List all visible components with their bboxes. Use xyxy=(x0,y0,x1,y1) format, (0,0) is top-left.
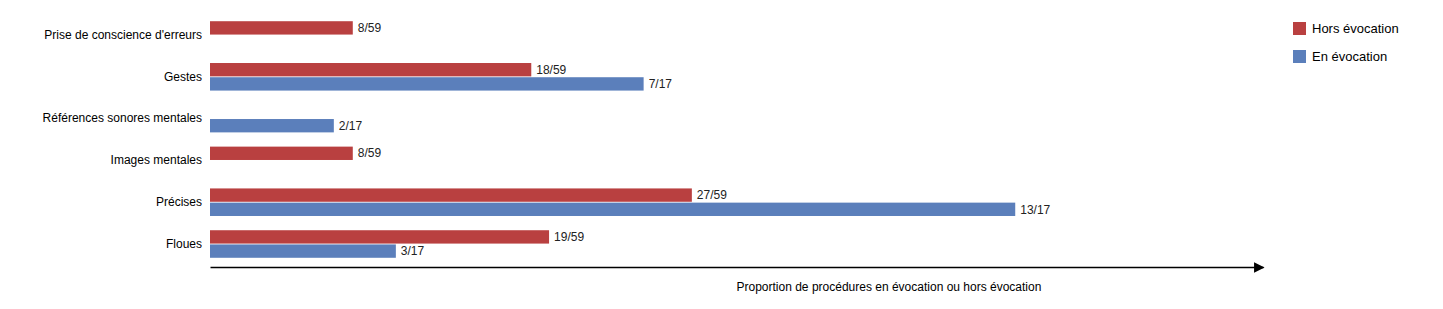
bar xyxy=(210,230,549,243)
y-tick: Images mentales xyxy=(111,153,210,167)
y-tick: Floues xyxy=(166,237,210,251)
bar xyxy=(210,63,531,76)
bar xyxy=(210,77,644,90)
bars xyxy=(210,21,1015,258)
data-label: 8/59 xyxy=(358,21,382,35)
y-tick: Gestes xyxy=(164,70,210,84)
legend-item: Hors évocation xyxy=(1293,21,1399,36)
legend-item: En évocation xyxy=(1293,49,1387,64)
legend: Hors évocation En évocation xyxy=(1293,21,1399,64)
bar xyxy=(210,147,353,160)
y-tick: Précises xyxy=(156,195,210,209)
plot-area: 19/59 27/59 8/59 18/59 8/59 3/17 13/17 2/17 7/17… xyxy=(43,21,1264,294)
bar xyxy=(210,35,211,48)
legend-label: Hors évocation xyxy=(1312,21,1399,36)
y-tick: Références sonores mentales xyxy=(43,111,210,125)
bar xyxy=(210,161,211,174)
data-label: 2/17 xyxy=(339,119,363,133)
data-label: 19/59 xyxy=(554,230,584,244)
bar xyxy=(210,119,334,132)
y-tick-label: Gestes xyxy=(164,70,202,84)
bar xyxy=(210,188,692,201)
data-label: 13/17 xyxy=(1020,203,1050,217)
y-tick: Prise de conscience d'erreurs xyxy=(44,28,210,42)
bar xyxy=(210,244,396,257)
x-axis-title: Proportion de procédures en évocation ou… xyxy=(737,280,1042,294)
bar-series xyxy=(210,77,1015,258)
bar xyxy=(210,105,211,118)
x-axis xyxy=(211,267,1264,268)
data-labels: 19/59 27/59 8/59 18/59 8/59 3/17 13/17 2/17 7/17 xyxy=(339,21,1051,258)
legend-swatch xyxy=(1293,22,1306,35)
y-tick-label: Prise de conscience d'erreurs xyxy=(44,28,202,42)
bar xyxy=(210,203,1015,216)
y-axis: Floues Précises Images mentales Références … xyxy=(43,28,210,251)
chart: 19/59 27/59 8/59 18/59 8/59 3/17 13/17 2/17 7/17… xyxy=(0,0,1443,309)
data-label: 7/17 xyxy=(649,77,673,91)
x-axis-line xyxy=(211,267,1264,269)
y-tick-label: Précises xyxy=(156,195,202,209)
y-tick-label: Images mentales xyxy=(111,153,202,167)
data-label: 8/59 xyxy=(358,146,382,160)
legend-label: En évocation xyxy=(1312,49,1387,64)
y-tick-label: Références sonores mentales xyxy=(43,111,202,125)
data-label: 18/59 xyxy=(536,63,566,77)
data-label: 27/59 xyxy=(697,188,727,202)
data-label: 3/17 xyxy=(401,244,425,258)
y-tick-label: Floues xyxy=(166,237,202,251)
bar xyxy=(210,21,353,34)
legend-swatch xyxy=(1293,50,1306,63)
